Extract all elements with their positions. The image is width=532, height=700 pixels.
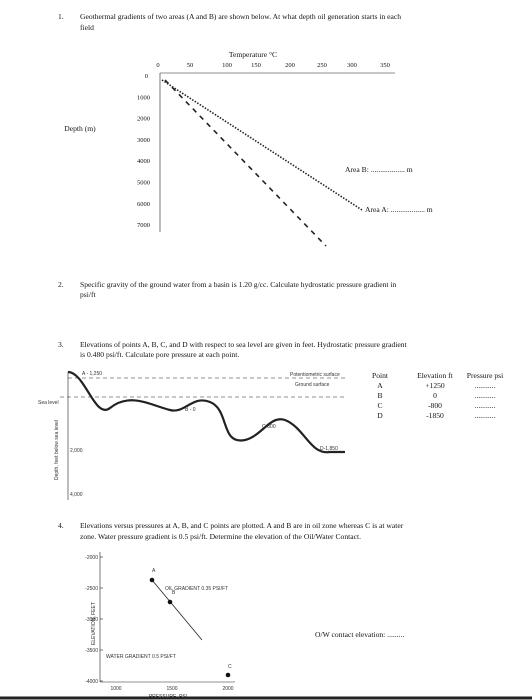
x-tick-label: 200 xyxy=(285,62,295,69)
x-tick-label: 1500 xyxy=(166,686,177,692)
answer: O/W contact elevation: ......... xyxy=(315,630,404,639)
table-cell: -1850 xyxy=(426,411,444,420)
x-tick-label: 250 xyxy=(317,62,327,69)
y-tick-label: 3000 xyxy=(137,137,150,144)
q-text: Elevations of points A, B, C, and D with… xyxy=(80,340,408,349)
label: D-1,850 xyxy=(320,446,338,452)
y-tick-label: 1000 xyxy=(137,94,150,101)
q-text: field xyxy=(80,23,94,32)
axis-title: Depth (m) xyxy=(64,124,96,133)
table-cell: D xyxy=(377,411,383,420)
label: Ground surface xyxy=(295,382,330,388)
answer: Area A: .................. m xyxy=(365,205,433,214)
table-cell: ........... xyxy=(475,401,496,410)
point-label: C xyxy=(228,664,232,670)
table-header: Point xyxy=(372,371,389,380)
table-cell: A xyxy=(377,381,383,390)
table-cell: +1250 xyxy=(425,381,445,390)
y-tick-label: 4000 xyxy=(137,158,150,165)
point-label: A xyxy=(152,568,156,574)
y-tick-label: 2000 xyxy=(137,116,150,123)
figure-4: A B C OIL GRADIENT 0.35 PSI/FT WATER GRA… xyxy=(85,552,404,700)
table-cell: C xyxy=(377,401,382,410)
y-tick-label: 0 xyxy=(145,73,148,80)
x-tick-label: 0 xyxy=(156,62,159,69)
oil-gradient-line xyxy=(151,579,203,641)
q-number: 3. xyxy=(58,340,64,349)
point xyxy=(149,577,155,583)
x-tick-label: 300 xyxy=(347,62,357,69)
point xyxy=(167,599,173,605)
label: Sea level xyxy=(38,400,59,406)
q-text: zone. Water pressure gradient is 0.5 psi… xyxy=(80,532,361,541)
figure-3: A - 1,250 Potentiometric surface Ground … xyxy=(38,370,345,500)
table-cell: ........... xyxy=(475,381,496,390)
answer: Area B: .................. m xyxy=(345,165,413,174)
y-tick-label: -2500 xyxy=(85,586,98,592)
q-text: Elevations versus pressures at A, B, and… xyxy=(80,521,404,530)
x-tick-label: 1000 xyxy=(110,686,121,692)
q-text: psi/ft xyxy=(80,290,97,299)
table-header: Pressure psi xyxy=(467,371,504,380)
x-tick-label: 100 xyxy=(222,62,232,69)
label: B - 0 xyxy=(185,407,196,413)
table-header: Elevation ft xyxy=(417,371,454,380)
axis-title: ELEVATION, FEET xyxy=(91,602,97,645)
label: A - 1,250 xyxy=(82,371,102,377)
axis-title: PRESSURE, PSI xyxy=(149,694,187,700)
y-tick-label: 6000 xyxy=(137,201,150,208)
table-cell: ........... xyxy=(475,411,496,420)
y-tick-label: 5000 xyxy=(137,180,150,187)
x-tick-label: 150 xyxy=(251,62,261,69)
table-cell: -800 xyxy=(428,401,442,410)
q-text: Specific gravity of the ground water fro… xyxy=(80,280,397,289)
figure-1: Temperature °C Depth (m) Area B: .......… xyxy=(64,50,433,247)
gradient-b xyxy=(161,79,363,211)
x-tick-label: 2000 xyxy=(222,686,233,692)
q-number: 1. xyxy=(58,12,64,21)
x-tick-label: 350 xyxy=(380,62,390,69)
q-text: Geothermal gradients of two areas (A and… xyxy=(80,12,401,21)
label: C-800 xyxy=(262,424,276,430)
point-label: B xyxy=(172,590,176,596)
q-number: 4. xyxy=(58,521,64,530)
ground-surface xyxy=(67,370,345,454)
table-cell: 0 xyxy=(433,391,437,400)
table-cell: ........... xyxy=(475,391,496,400)
gradient-a xyxy=(164,79,327,247)
x-tick-label: 50 xyxy=(187,62,194,69)
axis-title: Depth, feet below sea level xyxy=(54,420,60,480)
y-tick-label: -2000 xyxy=(85,555,98,561)
tick-label: 4,000 xyxy=(70,492,83,498)
tick-label: 2,000 xyxy=(70,448,83,454)
q-number: 2. xyxy=(58,280,64,289)
label: OIL GRADIENT 0.35 PSI/FT xyxy=(165,586,228,592)
y-tick-label: 7000 xyxy=(137,222,150,229)
table-cell: B xyxy=(377,391,382,400)
q-text: is 0.480 psi/ft. Calculate pore pressure… xyxy=(80,350,239,359)
y-tick-label: -3500 xyxy=(85,648,98,654)
y-tick-label: -3000 xyxy=(85,617,98,623)
point xyxy=(225,672,231,678)
axis-title: Temperature °C xyxy=(229,50,277,59)
label: Potentiometric surface xyxy=(290,372,340,378)
y-tick-label: -4000 xyxy=(85,679,98,685)
label: WATER GRADIENT 0.5 PSI/FT xyxy=(106,654,176,660)
table: Point Elevation ft Pressure psi A +1250.....… xyxy=(372,371,503,420)
